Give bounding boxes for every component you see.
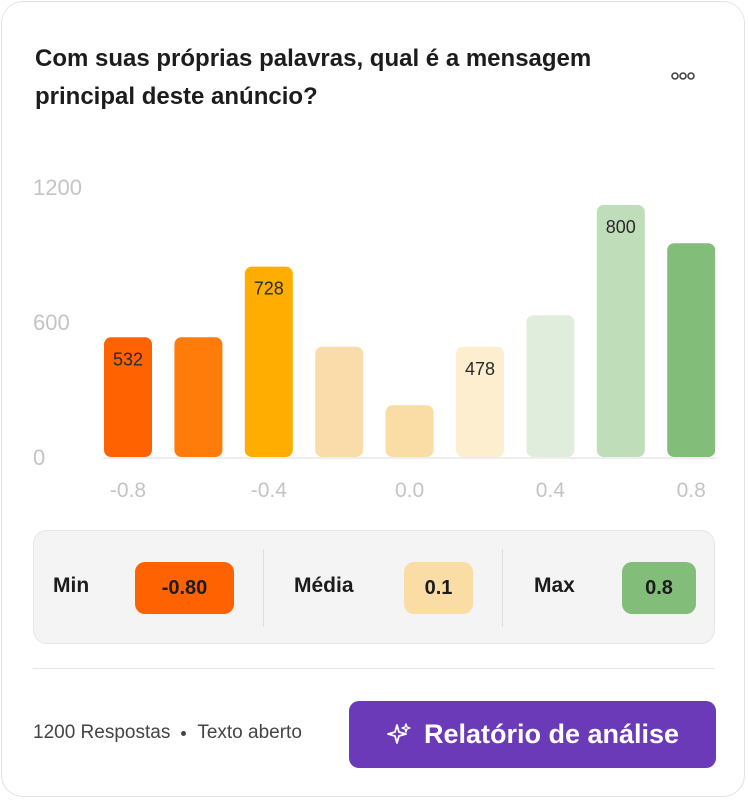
max-value-badge: 0.8 xyxy=(622,562,696,614)
bar xyxy=(174,337,223,457)
bar-data-label: 532 xyxy=(113,349,143,369)
question-title: Com suas próprias palavras, qual é a men… xyxy=(35,45,592,110)
bar xyxy=(315,346,364,457)
more-options-button[interactable] xyxy=(666,64,700,88)
question-type: Texto aberto xyxy=(197,722,302,743)
y-tick-label: 0 xyxy=(33,445,45,470)
response-count: 1200 Respostas xyxy=(33,722,171,743)
y-tick-label: 600 xyxy=(33,310,70,335)
stats-divider xyxy=(263,549,264,627)
bar-data-label: 478 xyxy=(465,359,495,379)
bar xyxy=(385,405,434,457)
analysis-report-button[interactable]: Relatório de análise xyxy=(349,701,716,768)
y-tick-label: 1200 xyxy=(33,175,82,200)
mean-label: Média xyxy=(294,574,354,597)
x-tick-label: -0.8 xyxy=(110,479,146,502)
ellipsis-icon xyxy=(671,72,695,80)
x-tick-label: 0.0 xyxy=(395,479,424,502)
max-label: Max xyxy=(534,574,575,597)
bar xyxy=(104,337,152,457)
response-distribution-chart: 1200 600 0 532 728 478 800 -0.8 -0.4 0.0 0.4 0.8 xyxy=(33,175,717,502)
bar-data-label: 728 xyxy=(254,279,284,299)
x-tick-label: -0.4 xyxy=(251,479,288,502)
sparkle-icon xyxy=(387,722,411,744)
stats-divider xyxy=(502,549,503,627)
mean-value-badge: 0.1 xyxy=(404,562,473,614)
x-tick-label: 0.8 xyxy=(677,479,706,502)
bar xyxy=(456,346,504,457)
bar xyxy=(667,243,716,457)
bar xyxy=(596,205,645,457)
bar-data-label: 800 xyxy=(606,217,636,237)
bar xyxy=(244,266,293,457)
bar xyxy=(526,315,575,457)
separator-dot xyxy=(181,730,187,736)
min-label: Min xyxy=(53,574,90,597)
x-tick-label: 0.4 xyxy=(536,479,566,502)
footer-divider xyxy=(33,668,715,669)
stats-panel: Min -0.80 Média 0.1 Max 0.8 xyxy=(33,530,715,644)
footer-meta: 1200 Respostas Texto aberto xyxy=(33,722,302,744)
analysis-report-label: Relatório de análise xyxy=(423,719,680,749)
min-value-badge: -0.80 xyxy=(135,562,234,614)
